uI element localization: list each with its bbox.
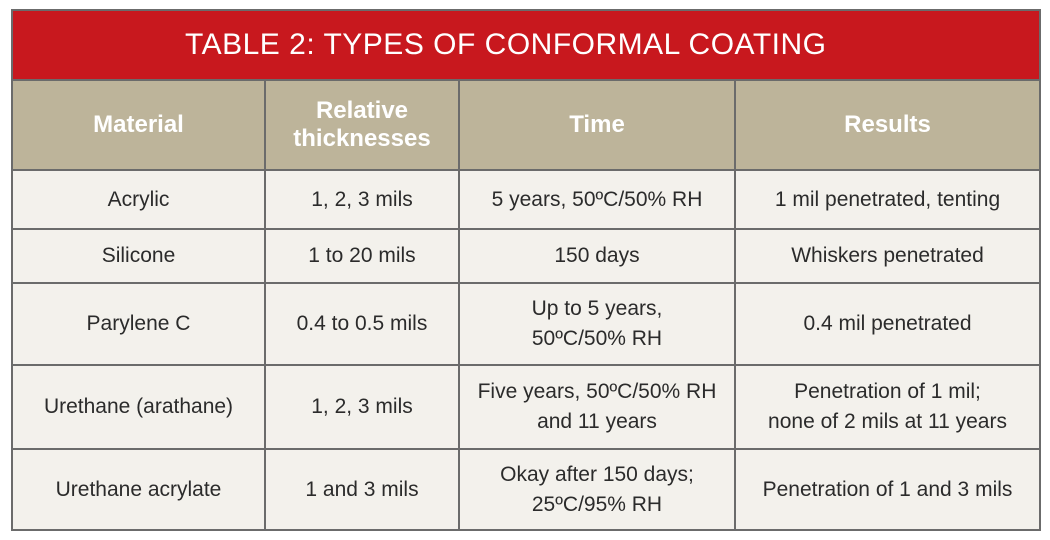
cell-results-line2: none of 2 mils at 11 years	[768, 410, 1007, 433]
cell-time-line1: 150 days	[554, 244, 640, 267]
header-material: Material	[13, 81, 266, 171]
table-row: Silicone 1 to 20 mils 150 days Whiskers …	[13, 228, 1039, 284]
cell-material: Acrylic	[13, 169, 266, 230]
table-row: Acrylic 1, 2, 3 mils 5 years, 50ºC/50% R…	[13, 169, 1039, 230]
cell-time: Up to 5 years, 50ºC/50% RH	[458, 282, 736, 366]
cell-results: 1 mil penetrated, tenting	[734, 169, 1039, 230]
cell-results-line1: 0.4 mil penetrated	[803, 312, 972, 335]
cell-results: 0.4 mil penetrated	[734, 282, 1039, 366]
cell-results: Penetration of 1 and 3 mils	[734, 448, 1039, 529]
header-thickness-line2: thicknesses	[293, 125, 431, 152]
cell-time-line1: Five years, 50ºC/50% RH	[477, 380, 717, 403]
cell-results: Whiskers penetrated	[734, 228, 1039, 284]
cell-thickness: 1, 2, 3 mils	[264, 169, 460, 230]
cell-thickness: 0.4 to 0.5 mils	[264, 282, 460, 366]
header-results: Results	[734, 81, 1039, 171]
cell-time-line1: Okay after 150 days;	[500, 462, 694, 486]
cell-results-line1: Whiskers penetrated	[791, 244, 984, 267]
table-row: Urethane acrylate 1 and 3 mils Okay afte…	[13, 448, 1039, 529]
cell-material: Urethane acrylate	[13, 448, 266, 529]
table-row: Parylene C 0.4 to 0.5 mils Up to 5 years…	[13, 282, 1039, 366]
cell-time-line1: Up to 5 years,	[531, 297, 663, 320]
coating-data-table: Material Relative thicknesses Time Resul…	[13, 81, 1039, 529]
cell-material: Urethane (arathane)	[13, 364, 266, 450]
cell-thickness: 1 and 3 mils	[264, 448, 460, 529]
cell-results-line1: 1 mil penetrated, tenting	[774, 187, 1001, 211]
cell-material: Parylene C	[13, 282, 266, 366]
cell-results: Penetration of 1 mil; none of 2 mils at …	[734, 364, 1039, 450]
cell-time: 150 days	[458, 228, 736, 284]
header-row: Material Relative thicknesses Time Resul…	[13, 81, 1039, 171]
cell-results-line1: Penetration of 1 mil;	[794, 380, 981, 403]
cell-results-line1: Penetration of 1 and 3 mils	[762, 477, 1013, 501]
cell-thickness: 1 to 20 mils	[264, 228, 460, 284]
cell-time-line2: and 11 years	[537, 410, 657, 433]
cell-time: Five years, 50ºC/50% RH and 11 years	[458, 364, 736, 450]
cell-time: 5 years, 50ºC/50% RH	[458, 169, 736, 230]
cell-time-line2: 25ºC/95% RH	[531, 492, 663, 516]
cell-thickness: 1, 2, 3 mils	[264, 364, 460, 450]
table-row: Urethane (arathane) 1, 2, 3 mils Five ye…	[13, 364, 1039, 450]
cell-time: Okay after 150 days; 25ºC/95% RH	[458, 448, 736, 529]
cell-time-line2: 50ºC/50% RH	[531, 327, 663, 350]
header-thickness-line1: Relative	[315, 97, 409, 124]
header-time: Time	[458, 81, 736, 171]
header-thickness: Relative thicknesses	[264, 81, 460, 171]
conformal-coating-table: TABLE 2: TYPES OF CONFORMAL COATING Mate…	[11, 9, 1041, 531]
table-title: TABLE 2: TYPES OF CONFORMAL COATING	[13, 11, 1039, 81]
cell-time-line1: 5 years, 50ºC/50% RH	[491, 187, 703, 211]
cell-material: Silicone	[13, 228, 266, 284]
